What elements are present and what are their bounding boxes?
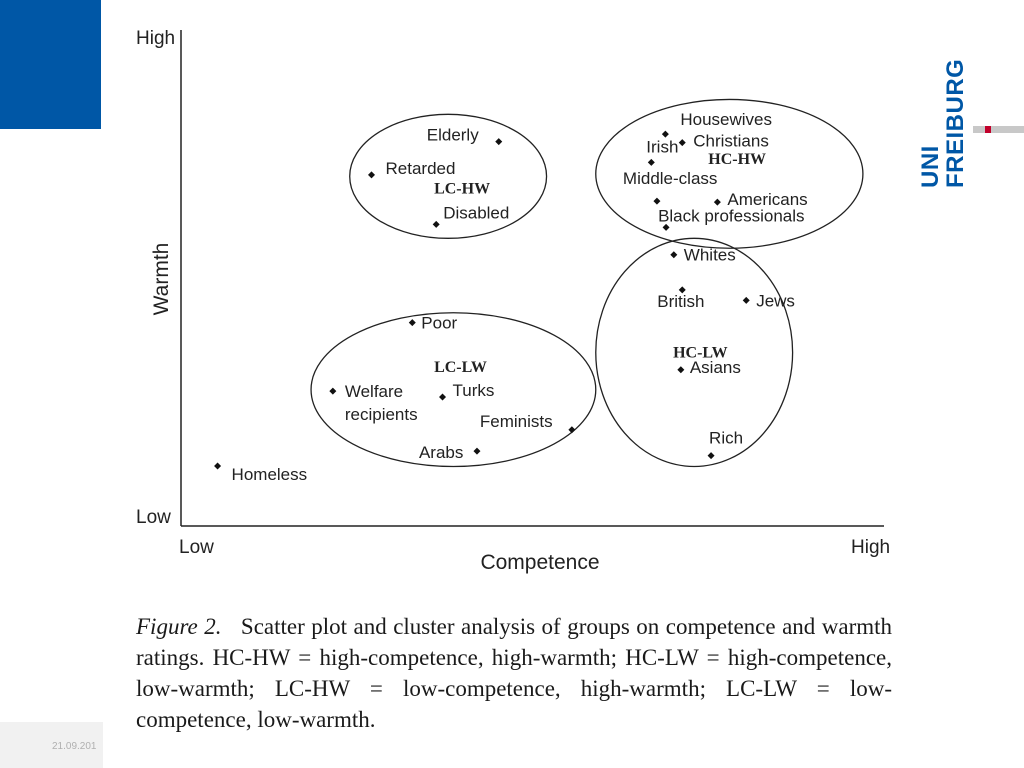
y-tick-high: High: [136, 28, 175, 49]
data-point-disabled: [432, 220, 440, 228]
data-point-elderly: [495, 138, 503, 146]
point-label-black-professionals: Black professionals: [658, 206, 804, 225]
x-tick-low: Low: [179, 537, 214, 558]
data-point-poor: [408, 319, 416, 327]
data-point-irish: [647, 158, 655, 166]
logo-accent-red: [985, 126, 991, 133]
data-point-rich: [707, 452, 715, 460]
caption-text: Scatter plot and cluster analysis of gro…: [136, 614, 893, 732]
y-tick-low: Low: [136, 507, 171, 528]
data-point-middle-class: [653, 197, 661, 205]
point-label-jews: Jews: [756, 291, 795, 310]
data-point-retarded: [368, 171, 376, 179]
data-point-whites: [670, 251, 678, 259]
data-point-british: [678, 286, 686, 294]
point-label-feminists: Feminists: [480, 412, 553, 431]
data-point-americans: [713, 198, 721, 206]
data-point-arabs: [473, 447, 481, 455]
cluster-ellipse-lc-lw: [310, 312, 597, 468]
point-label-rich: Rich: [709, 429, 743, 448]
data-point-homeless: [214, 462, 222, 470]
point-label-homeless: Homeless: [232, 465, 308, 484]
footer-panel: [0, 722, 103, 768]
point-group: Elderly Retarded Disabled Housewives Christi…: [214, 110, 808, 484]
point-label-elderly: Elderly: [427, 126, 479, 145]
point-label-british: British: [657, 292, 704, 311]
point-label-americans: Americans: [727, 190, 807, 209]
caption-label: Figure 2.: [136, 614, 222, 639]
data-point-asians: [677, 366, 685, 374]
point-label-welfare-recipients: Welfare recipients: [345, 382, 418, 424]
data-point-christians: [678, 139, 686, 147]
cluster-ellipse-hc-hw: [595, 98, 864, 249]
x-tick-high: High: [851, 537, 890, 558]
point-label-turks: Turks: [453, 381, 495, 400]
cluster-ellipse-lc-hw: [349, 113, 548, 239]
figure-caption: Figure 2. Scatter plot and cluster analy…: [136, 611, 892, 735]
data-point-feminists: [568, 426, 576, 434]
data-point-turks: [439, 393, 447, 401]
point-label-arabs: Arabs: [419, 443, 463, 462]
data-point-housewives: [661, 130, 669, 138]
data-point-jews: [742, 296, 750, 304]
footer-date: 21.09.201: [52, 741, 97, 752]
point-label-housewives: Housewives: [680, 110, 772, 129]
point-label-middle-class: Middle-class: [623, 169, 717, 188]
point-label-whites: Whites: [684, 246, 736, 265]
brand-color-block: [0, 0, 101, 129]
chart-axes: High Low Low High Competence Warmth: [136, 28, 890, 574]
cluster-label-lc-hw: LC-HW: [434, 181, 490, 198]
point-label-irish: Irish: [646, 137, 678, 156]
logo-accent-bar: [973, 126, 1024, 133]
y-axis-label: Warmth: [150, 243, 173, 316]
point-label-retarded: Retarded: [386, 159, 456, 178]
data-point-welfare-recipients: [329, 387, 337, 395]
cluster-label-hc-lw: HC-LW: [673, 344, 728, 361]
x-axis-label: Competence: [480, 551, 599, 574]
cluster-label-lc-lw: LC-LW: [434, 359, 487, 376]
cluster-label-hc-hw: HC-HW: [708, 151, 766, 168]
point-label-poor: Poor: [421, 314, 457, 333]
point-label-disabled: Disabled: [443, 203, 509, 222]
point-label-asians: Asians: [690, 358, 741, 377]
data-point-black-professionals: [662, 223, 670, 231]
point-label-christians: Christians: [693, 132, 769, 151]
cluster-group: LC-HW HC-HW HC-LW LC-LW: [310, 98, 864, 468]
cluster-ellipse-hc-lw: [595, 237, 794, 468]
